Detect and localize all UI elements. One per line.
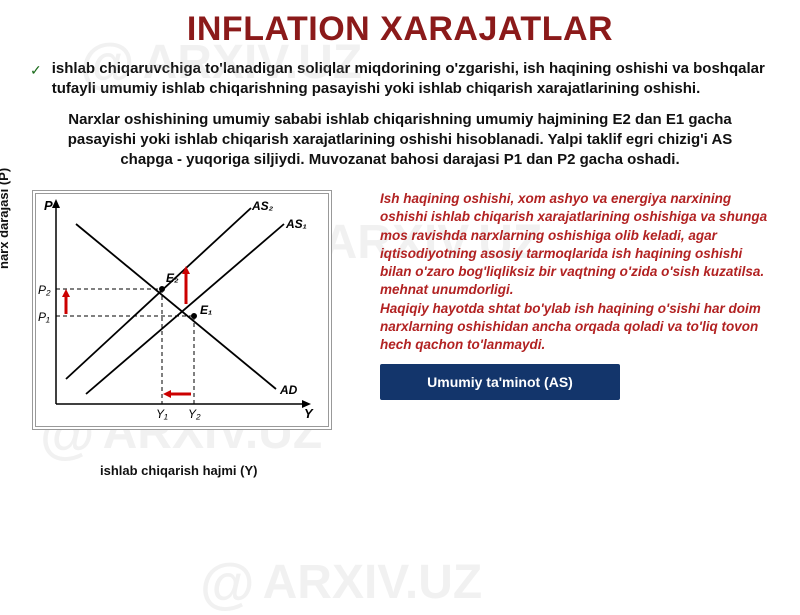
as1-label: AS₁ (285, 217, 307, 231)
red-paragraph-2: Haqiqiy hayotda shtat bo'ylab ish haqini… (380, 300, 770, 355)
y2-label: Y₂ (188, 407, 201, 421)
page-title: INFLATION XARAJATLAR (0, 0, 800, 49)
p2-label: P₂ (38, 283, 51, 297)
watermark: @ARXIV.UZ (200, 550, 482, 615)
aggregate-supply-button[interactable]: Umumiy ta'minot (AS) (380, 364, 620, 400)
e2-label: E₂ (166, 271, 179, 285)
side-text-block: Ish haqining oshishi, xom ashyo va energ… (370, 184, 770, 474)
red-paragraph-1: Ish haqining oshishi, xom ashyo va energ… (380, 190, 770, 299)
ad-label: AD (279, 383, 298, 397)
axis-p-label: P (44, 198, 53, 213)
bullet-text: ishlab chiqaruvchiga to'lanadigan soliql… (52, 59, 770, 100)
bullet-item: ✓ ishlab chiqaruvchiga to'lanadigan soli… (0, 49, 800, 100)
y1-label: Y₁ (156, 407, 168, 421)
main-paragraph: Narxlar oshishining umumiy sababi ishlab… (0, 100, 800, 171)
as2-label: AS₂ (251, 199, 274, 213)
e1-label: E₁ (200, 303, 212, 317)
chart: narx darajasi (P) P Y AD AS₁ AS₂ E₁ E₂ (10, 184, 370, 474)
chart-ylabel: narx darajasi (P) (0, 168, 11, 269)
chart-xlabel: ishlab chiqarish hajmi (Y) (100, 463, 257, 478)
check-icon: ✓ (30, 62, 42, 79)
chart-svg: P Y AD AS₁ AS₂ E₁ E₂ P₂ P₁ (36, 194, 328, 426)
p1-label: P₁ (38, 310, 50, 324)
axis-y-label: Y (304, 406, 314, 421)
